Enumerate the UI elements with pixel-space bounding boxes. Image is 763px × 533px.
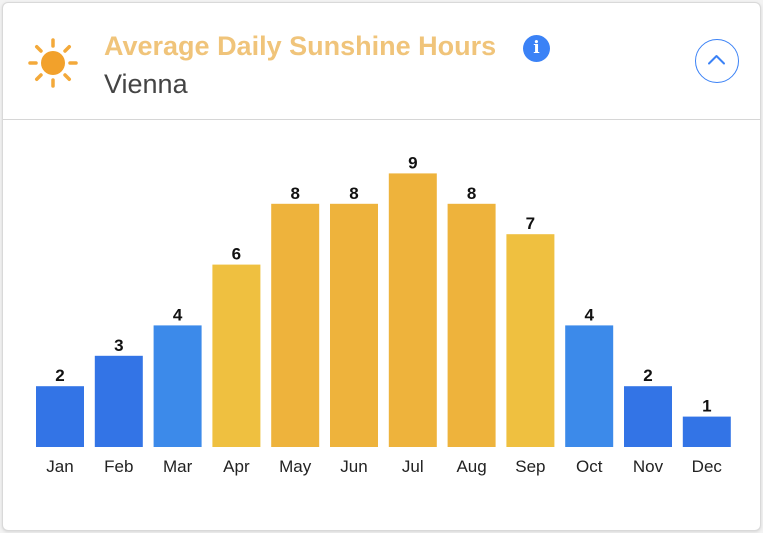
category-label: Oct [576, 457, 603, 476]
sun-ray [34, 44, 43, 53]
bar-sep [506, 234, 555, 447]
sun-ray [63, 73, 72, 82]
collapse-button[interactable] [695, 39, 739, 83]
category-label: Aug [456, 457, 486, 476]
value-label: 4 [584, 305, 594, 324]
bar-dec [682, 416, 731, 447]
category-label: Dec [692, 457, 723, 476]
category-label: Sep [515, 457, 545, 476]
bar-jul [388, 173, 437, 447]
sun-ray [63, 44, 72, 53]
category-label: Jun [340, 457, 367, 476]
bar-apr [212, 264, 261, 447]
category-label: Feb [104, 457, 133, 476]
value-label: 2 [55, 366, 64, 385]
chart-title: Average Daily Sunshine Hours [104, 31, 497, 61]
value-label: 8 [349, 184, 358, 203]
chevron-up-icon [708, 55, 725, 65]
city-subtitle: Vienna [104, 69, 188, 99]
bar-oct [565, 325, 614, 447]
bar-may [271, 203, 320, 447]
bar-feb [94, 355, 143, 447]
sun-ray [34, 73, 43, 82]
sunshine-bar-chart: 2 Jan 3 Feb 4 Mar 6 Apr 8 May 8 Jun 9 Jul 8 Aug 7 Sep 4 Oct… [36, 153, 731, 476]
sun-icon [28, 38, 78, 88]
value-label: 6 [232, 245, 241, 264]
bar-aug [447, 203, 496, 447]
bar-nov [624, 386, 672, 447]
card-header: Average Daily Sunshine Hours Vienna i [3, 3, 760, 120]
bar-jun [330, 203, 378, 447]
value-label: 1 [702, 397, 711, 416]
value-label: 3 [114, 336, 123, 355]
value-label: 2 [643, 366, 652, 385]
value-label: 7 [526, 214, 535, 233]
value-label: 9 [408, 153, 417, 172]
category-label: Apr [223, 457, 250, 476]
value-label: 4 [173, 305, 183, 324]
info-icon[interactable]: i [523, 35, 550, 62]
bar-jan [36, 386, 84, 447]
bar-mar [153, 325, 202, 447]
category-label: Jul [402, 457, 424, 476]
category-label: Mar [163, 457, 193, 476]
value-label: 8 [467, 184, 476, 203]
value-label: 8 [290, 184, 299, 203]
category-label: Jan [46, 457, 73, 476]
category-label: May [279, 457, 312, 476]
category-label: Nov [633, 457, 664, 476]
